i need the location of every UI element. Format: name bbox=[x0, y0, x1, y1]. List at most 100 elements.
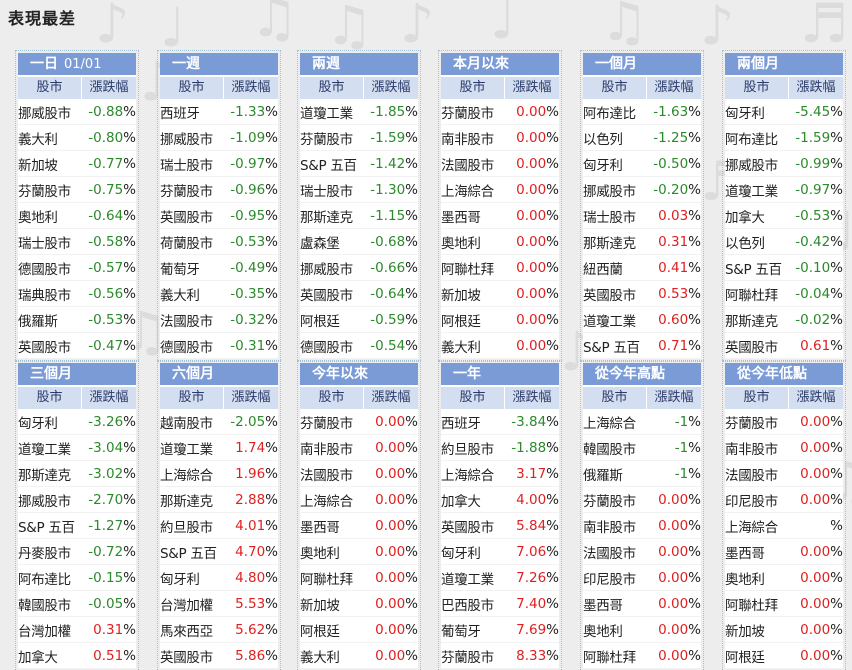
market-name[interactable]: 道瓊工業 bbox=[725, 183, 778, 200]
table-row[interactable]: 加拿大 0.51% bbox=[18, 643, 136, 669]
table-row[interactable]: 義大利 0.00% bbox=[441, 333, 559, 359]
table-row[interactable]: 南非股市 0.00% bbox=[725, 435, 843, 461]
table-row[interactable]: 奧地利 -0.64% bbox=[18, 203, 136, 229]
table-row[interactable]: 阿根廷 0.00% bbox=[725, 643, 843, 669]
market-name[interactable]: 俄羅斯 bbox=[583, 467, 623, 484]
table-row[interactable]: 印尼股市 0.00% bbox=[725, 487, 843, 513]
table-row[interactable]: 挪威股市 -0.66% bbox=[300, 255, 418, 281]
market-name[interactable]: 匈牙利 bbox=[160, 571, 200, 588]
table-row[interactable]: 英國股市 -0.47% bbox=[18, 333, 136, 359]
market-name[interactable]: 約旦股市 bbox=[160, 519, 213, 536]
table-row[interactable]: 芬蘭股市 0.00% bbox=[441, 99, 559, 125]
market-name[interactable]: 道瓊工業 bbox=[583, 313, 636, 330]
table-row[interactable]: 瑞士股市 -1.30% bbox=[300, 177, 418, 203]
market-name[interactable]: 阿根廷 bbox=[300, 623, 340, 640]
table-row[interactable]: S&P 五百 4.70% bbox=[160, 539, 278, 565]
market-name[interactable]: 韓國股市 bbox=[18, 597, 71, 614]
market-name[interactable]: 法國股市 bbox=[441, 157, 494, 174]
market-name[interactable]: 上海綜合 bbox=[441, 467, 494, 484]
table-row[interactable]: 加拿大 -0.53% bbox=[725, 203, 843, 229]
market-name[interactable]: 南非股市 bbox=[725, 441, 778, 458]
table-row[interactable]: 阿根廷 -0.59% bbox=[300, 307, 418, 333]
table-row[interactable]: 新加坡 0.00% bbox=[441, 281, 559, 307]
market-name[interactable]: 德國股市 bbox=[18, 261, 71, 278]
market-name[interactable]: 德國股市 bbox=[300, 339, 353, 356]
table-row[interactable]: 阿聯杜拜 0.00% bbox=[725, 591, 843, 617]
market-name[interactable]: 奧地利 bbox=[725, 571, 765, 588]
market-name[interactable]: 英國股市 bbox=[583, 287, 636, 304]
table-row[interactable]: 法國股市 -0.32% bbox=[160, 307, 278, 333]
market-name[interactable]: 瑞士股市 bbox=[583, 209, 636, 226]
panel-title[interactable]: 兩週 bbox=[300, 53, 418, 75]
market-name[interactable]: 葡萄牙 bbox=[160, 261, 200, 278]
market-name[interactable]: 那斯達克 bbox=[300, 209, 353, 226]
table-row[interactable]: 墨西哥 0.00% bbox=[300, 513, 418, 539]
market-name[interactable]: 新加坡 bbox=[725, 623, 765, 640]
table-row[interactable]: 挪威股市 -2.70% bbox=[18, 487, 136, 513]
market-name[interactable]: 印尼股市 bbox=[583, 571, 636, 588]
market-name[interactable]: 以色列 bbox=[583, 131, 623, 148]
market-name[interactable]: 英國股市 bbox=[725, 339, 778, 356]
market-name[interactable]: 芬蘭股市 bbox=[441, 105, 494, 122]
market-name[interactable]: 挪威股市 bbox=[583, 183, 636, 200]
table-row[interactable]: 墨西哥 0.00% bbox=[725, 539, 843, 565]
market-name[interactable]: 上海綜合 bbox=[300, 493, 353, 510]
table-row[interactable]: 道瓊工業 1.74% bbox=[160, 435, 278, 461]
table-row[interactable]: 匈牙利 -5.45% bbox=[725, 99, 843, 125]
table-row[interactable]: 上海綜合% bbox=[725, 513, 843, 539]
table-row[interactable]: 韓國股市 -1% bbox=[583, 435, 701, 461]
market-name[interactable]: 法國股市 bbox=[583, 545, 636, 562]
market-name[interactable]: 芬蘭股市 bbox=[160, 183, 213, 200]
table-row[interactable]: 約旦股市 -1.88% bbox=[441, 435, 559, 461]
market-name[interactable]: 巴西股市 bbox=[441, 597, 494, 614]
panel-title[interactable]: 從今年高點 bbox=[583, 363, 701, 385]
market-name[interactable]: 法國股市 bbox=[160, 313, 213, 330]
panel-title[interactable]: 本月以來 bbox=[441, 53, 559, 75]
market-name[interactable]: 芬蘭股市 bbox=[300, 415, 353, 432]
market-name[interactable]: S&P 五百 bbox=[583, 339, 640, 356]
market-name[interactable]: 芬蘭股市 bbox=[583, 493, 636, 510]
table-row[interactable]: 英國股市 0.53% bbox=[583, 281, 701, 307]
table-row[interactable]: 德國股市 -0.57% bbox=[18, 255, 136, 281]
table-row[interactable]: 南非股市 0.00% bbox=[441, 125, 559, 151]
table-row[interactable]: 芬蘭股市 -0.75% bbox=[18, 177, 136, 203]
market-name[interactable]: 新加坡 bbox=[441, 287, 481, 304]
table-row[interactable]: 阿布達比 -1.59% bbox=[725, 125, 843, 151]
table-row[interactable]: 上海綜合 -1% bbox=[583, 409, 701, 435]
table-row[interactable]: 挪威股市 -0.20% bbox=[583, 177, 701, 203]
table-row[interactable]: 英國股市 5.84% bbox=[441, 513, 559, 539]
market-name[interactable]: 道瓊工業 bbox=[160, 441, 213, 458]
table-row[interactable]: 奧地利 0.00% bbox=[300, 539, 418, 565]
table-row[interactable]: 英國股市 -0.64% bbox=[300, 281, 418, 307]
market-name[interactable]: 紐西蘭 bbox=[583, 261, 623, 278]
table-row[interactable]: 阿布達比 -0.15% bbox=[18, 565, 136, 591]
table-row[interactable]: 上海綜合 3.17% bbox=[441, 461, 559, 487]
market-name[interactable]: 南非股市 bbox=[300, 441, 353, 458]
market-name[interactable]: 越南股市 bbox=[160, 415, 213, 432]
table-row[interactable]: 奧地利 0.00% bbox=[583, 617, 701, 643]
market-name[interactable]: 阿布達比 bbox=[583, 105, 636, 122]
market-name[interactable]: 墨西哥 bbox=[441, 209, 481, 226]
table-row[interactable]: 南非股市 0.00% bbox=[300, 435, 418, 461]
table-row[interactable]: 道瓊工業 0.60% bbox=[583, 307, 701, 333]
market-name[interactable]: 墨西哥 bbox=[725, 545, 765, 562]
market-name[interactable]: 以色列 bbox=[725, 235, 765, 252]
market-name[interactable]: 瑞士股市 bbox=[160, 157, 213, 174]
table-row[interactable]: 俄羅斯 -0.53% bbox=[18, 307, 136, 333]
table-row[interactable]: 那斯達克 2.88% bbox=[160, 487, 278, 513]
market-name[interactable]: 匈牙利 bbox=[725, 105, 765, 122]
table-row[interactable]: 阿根廷 0.00% bbox=[300, 617, 418, 643]
table-row[interactable]: 墨西哥 0.00% bbox=[583, 591, 701, 617]
market-name[interactable]: 葡萄牙 bbox=[441, 623, 481, 640]
market-name[interactable]: 台灣加權 bbox=[160, 597, 213, 614]
table-row[interactable]: 阿聯杜拜 0.00% bbox=[583, 643, 701, 669]
market-name[interactable]: 匈牙利 bbox=[583, 157, 623, 174]
table-row[interactable]: 南非股市 0.00% bbox=[583, 513, 701, 539]
table-row[interactable]: 巴西股市 7.40% bbox=[441, 591, 559, 617]
table-row[interactable]: 義大利 -0.80% bbox=[18, 125, 136, 151]
market-name[interactable]: 新加坡 bbox=[300, 597, 340, 614]
table-row[interactable]: 道瓊工業 7.26% bbox=[441, 565, 559, 591]
market-name[interactable]: 道瓊工業 bbox=[300, 105, 353, 122]
table-row[interactable]: 新加坡 -0.77% bbox=[18, 151, 136, 177]
table-row[interactable]: 芬蘭股市 0.00% bbox=[725, 409, 843, 435]
